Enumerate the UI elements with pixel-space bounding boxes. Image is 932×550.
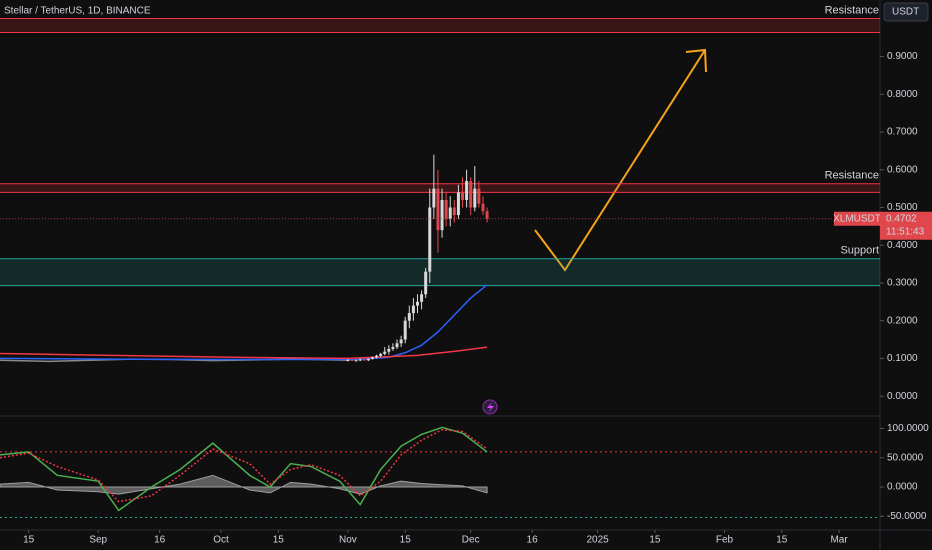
candle-body bbox=[399, 339, 403, 344]
projection-arrow bbox=[534, 48, 707, 272]
candle-body bbox=[358, 359, 362, 361]
candle-body bbox=[432, 188, 436, 208]
event-icon-bolt bbox=[487, 402, 494, 413]
candle-body bbox=[469, 181, 473, 208]
candle-body bbox=[452, 207, 456, 216]
zone bbox=[0, 258, 880, 286]
candle-body bbox=[350, 359, 354, 361]
last-price-name: XLMUSDT bbox=[833, 213, 881, 224]
x-tick-label: 15 bbox=[400, 535, 412, 546]
zone-label: Support bbox=[840, 245, 879, 257]
zone bbox=[0, 183, 880, 193]
candle-body bbox=[415, 301, 419, 306]
candle-body bbox=[407, 313, 411, 321]
last-price-box bbox=[880, 211, 932, 240]
candle-body bbox=[461, 192, 465, 200]
x-tick-label: 15 bbox=[23, 535, 35, 546]
candle-body bbox=[403, 320, 407, 340]
x-tick-label: Dec bbox=[462, 535, 480, 546]
y-tick-label: 0.4000 bbox=[887, 240, 918, 251]
candle-body bbox=[366, 358, 370, 361]
y-tick-label: 0.0000 bbox=[887, 482, 918, 493]
candle-body bbox=[440, 199, 444, 231]
oscillator-line bbox=[0, 426, 488, 512]
x-tick-label: Oct bbox=[213, 535, 229, 546]
y-tick-label: 0.1000 bbox=[887, 353, 918, 364]
candle-body bbox=[395, 343, 399, 348]
price-line bbox=[0, 346, 488, 360]
candle-body bbox=[383, 351, 387, 354]
x-tick-label: 16 bbox=[527, 535, 539, 546]
zone-label: Resistance bbox=[825, 4, 879, 16]
price-line bbox=[0, 284, 488, 361]
candle-body bbox=[391, 347, 395, 349]
candle-body bbox=[444, 199, 448, 219]
candle-body bbox=[448, 207, 452, 219]
y-tick-label: -50.0000 bbox=[887, 511, 927, 522]
candle-body bbox=[420, 294, 424, 302]
last-price-value: 0.4702 bbox=[886, 213, 917, 224]
y-tick-label: 0.7000 bbox=[887, 127, 918, 138]
candle-body bbox=[485, 211, 489, 219]
last-price-countdown: 11:51:43 bbox=[886, 226, 925, 237]
candle-body bbox=[477, 188, 481, 204]
x-tick-label: 15 bbox=[273, 535, 285, 546]
candle-body bbox=[379, 353, 383, 356]
candle-body bbox=[456, 192, 460, 216]
x-tick-label: 2025 bbox=[586, 535, 609, 546]
x-tick-label: Feb bbox=[716, 535, 734, 546]
candle-body bbox=[424, 271, 428, 295]
chart-title: Stellar / TetherUS, 1D, BINANCE bbox=[4, 6, 151, 17]
candle-body bbox=[375, 355, 379, 358]
last-price-name-box bbox=[834, 211, 880, 226]
x-tick-label: 16 bbox=[154, 535, 166, 546]
candle-body bbox=[387, 348, 391, 352]
y-tick-label: 0.8000 bbox=[887, 89, 918, 100]
y-tick-label: 100.0000 bbox=[887, 423, 929, 434]
y-tick-label: 0.2000 bbox=[887, 315, 918, 326]
candle-body bbox=[370, 357, 374, 359]
x-tick-label: Sep bbox=[89, 535, 107, 546]
candle-body bbox=[411, 305, 415, 314]
y-tick-label: 0.5000 bbox=[887, 202, 918, 213]
y-tick-label: 0.6000 bbox=[887, 164, 918, 175]
zone-label: Resistance bbox=[825, 170, 879, 182]
x-tick-label: 15 bbox=[776, 535, 788, 546]
currency-box[interactable] bbox=[883, 2, 929, 22]
x-tick-label: Nov bbox=[339, 535, 357, 546]
candle-body bbox=[465, 181, 469, 200]
oscillator-line bbox=[0, 428, 488, 503]
candle-body bbox=[481, 203, 485, 212]
y-tick-label: 0.3000 bbox=[887, 278, 918, 289]
x-tick-label: 15 bbox=[649, 535, 661, 546]
x-tick-label: Mar bbox=[830, 535, 848, 546]
candle-body bbox=[473, 188, 477, 208]
candle-body bbox=[354, 360, 358, 362]
y-tick-label: 50.0000 bbox=[887, 452, 924, 463]
zone bbox=[0, 18, 880, 33]
currency: USDT bbox=[892, 7, 919, 18]
y-tick-label: 0.0000 bbox=[887, 391, 918, 402]
candle-body bbox=[436, 188, 440, 231]
candle-body bbox=[428, 207, 432, 272]
histogram-area bbox=[0, 474, 488, 495]
y-tick-label: 0.9000 bbox=[887, 51, 918, 62]
candle-body bbox=[362, 359, 366, 361]
candle-body bbox=[346, 359, 350, 361]
